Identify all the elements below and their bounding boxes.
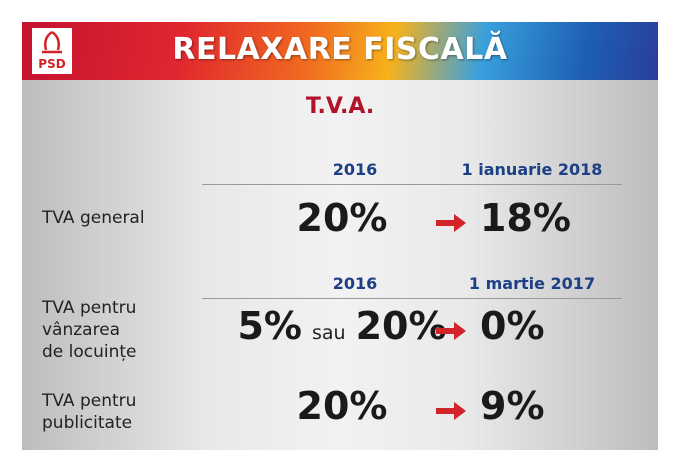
value: sau — [311, 322, 346, 344]
arrow — [436, 322, 466, 340]
arrow — [436, 214, 466, 232]
column-header: 2016 — [332, 160, 378, 179]
title: RELAXARE FISCALĂ — [172, 32, 508, 67]
row-label: vânzarea — [42, 320, 121, 340]
column-header: 2016 — [332, 274, 378, 293]
row-label: publicitate — [42, 413, 133, 433]
divider — [202, 298, 622, 299]
to-value: 9% — [480, 384, 545, 428]
logo: PSD — [32, 28, 72, 74]
banner: PSD RELAXARE FISCALĂ — [22, 22, 658, 80]
subtitle: T.V.A. — [305, 94, 375, 119]
card: PSD RELAXARE FISCALĂ T.V.A. 2016 1 ianuar… — [22, 22, 658, 450]
row-label: TVA pentru — [42, 298, 137, 318]
value: 20% — [296, 384, 388, 428]
from-value: 20% — [222, 196, 462, 240]
from-value: 20% — [222, 384, 462, 428]
value: 20% — [296, 196, 388, 240]
value: 5% — [237, 304, 302, 348]
row-label: TVA pentru — [42, 391, 137, 411]
divider — [202, 184, 622, 185]
logo-text: PSD — [38, 57, 66, 71]
logo-icon — [42, 30, 62, 54]
row-label: TVA general — [42, 208, 145, 228]
column-header: 1 martie 2017 — [468, 274, 596, 293]
to-value: 18% — [480, 196, 571, 240]
row-label: de locuințe — [42, 342, 137, 362]
from-value: 5% sau 20% — [222, 304, 462, 348]
column-header: 1 ianuarie 2018 — [461, 160, 603, 179]
arrow — [436, 402, 466, 420]
value: 20% — [355, 304, 447, 348]
to-value: 0% — [480, 304, 545, 348]
